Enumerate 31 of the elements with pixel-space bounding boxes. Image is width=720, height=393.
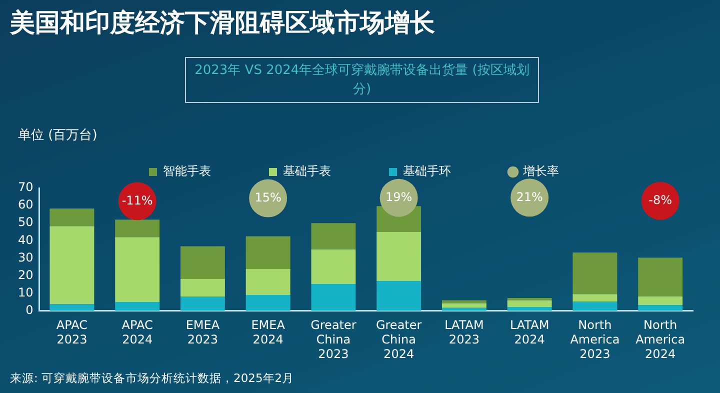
y-tick-label: 30 [18,250,34,264]
x-tick-label: Greater China 2023 [310,318,356,361]
y-tick-label: 0 [26,302,34,317]
y-tick-label: 20 [18,268,34,282]
x-tick-label: EMEA 2023 [186,318,220,347]
x-tick-label: APAC 2023 [56,318,88,347]
data-label: -8% [648,192,672,207]
source-note: 来源: 可穿戴腕带设备市场分析统计数据，2025年2月 [10,371,294,386]
x-tick-label: EMEA 2024 [251,318,286,347]
legend-label: 智能手表 [163,164,211,178]
y-tick-label: 60 [18,198,34,212]
y-tick-label: 50 [18,215,34,230]
y-axis-title: 单位 (百万台) [18,127,98,144]
x-tick-label: LATAM 2023 [444,318,484,347]
y-tick-label: 10 [18,285,34,300]
data-label: 19% [385,190,412,204]
legend-label: 增长率 [522,164,559,178]
x-tick-label: North America 2023 [570,318,620,361]
data-label: 21% [516,190,543,204]
y-tick-label: 40 [18,232,34,247]
data-label: 15% [254,190,282,204]
x-tick-label: North America 2024 [636,318,686,361]
x-tick-label: Greater China 2024 [376,318,422,361]
legend-label: 基础手表 [283,164,331,178]
x-tick-label: LATAM 2024 [510,318,550,347]
x-tick-label: APAC 2024 [122,318,153,347]
chart-title: 美国和印度经济下滑阻碍区域市场增长 [10,7,435,39]
legend-label: 基础手环 [403,164,451,178]
data-label: -11% [122,193,153,208]
y-tick-label: 70 [18,180,34,194]
chart-subtitle: 2023年 VS 2024年全球可穿戴腕带设备出货量 (按区域划分) [194,63,530,97]
